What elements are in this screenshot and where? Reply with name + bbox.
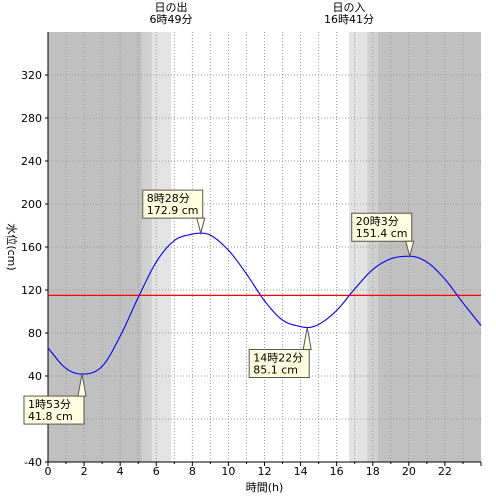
y-tick-label: 200 bbox=[21, 198, 42, 211]
y-tick-label: 240 bbox=[21, 155, 42, 168]
x-axis-label: 時間(h) bbox=[246, 481, 284, 494]
sunset-time: 16時41分 bbox=[324, 13, 374, 26]
sunrise-time: 6時49分 bbox=[149, 13, 192, 26]
annotation-time: 14時22分 bbox=[253, 352, 303, 365]
y-tick-label: -40 bbox=[24, 456, 42, 469]
x-tick-label: 16 bbox=[330, 465, 344, 478]
annotation-value: 151.4 cm bbox=[356, 227, 408, 240]
annotation-time: 8時28分 bbox=[147, 192, 190, 205]
sunset-label: 日の入 bbox=[332, 1, 365, 14]
annotation-value: 85.1 cm bbox=[253, 364, 298, 377]
daylight-band bbox=[170, 32, 349, 462]
y-axis-label: 水位(cm) bbox=[5, 223, 19, 270]
annotation-pointer bbox=[196, 217, 206, 236]
sunrise-label: 日の出 bbox=[154, 0, 187, 14]
annotation-box bbox=[23, 395, 85, 425]
tide-level-line bbox=[47, 232, 482, 375]
annotation-pointer bbox=[302, 327, 312, 351]
x-tick-label: 6 bbox=[153, 465, 160, 478]
x-tick-label: 4 bbox=[117, 465, 124, 478]
annotation-box bbox=[351, 212, 413, 242]
x-tick-label: 14 bbox=[294, 465, 308, 478]
x-tick-label: 12 bbox=[258, 465, 272, 478]
y-tick-label: 320 bbox=[21, 69, 42, 82]
y-tick-label: 40 bbox=[28, 370, 42, 383]
annotation-value: 172.9 cm bbox=[147, 204, 199, 217]
annotation-box bbox=[142, 189, 204, 219]
y-tick-label: 280 bbox=[21, 112, 42, 125]
annotation-pointer bbox=[77, 373, 87, 397]
annotation-time: 20時3分 bbox=[356, 215, 399, 228]
x-tick-label: 8 bbox=[189, 465, 196, 478]
x-tick-label: 22 bbox=[438, 465, 452, 478]
y-tick-label: 160 bbox=[21, 241, 42, 254]
annotation-pointer bbox=[405, 240, 415, 259]
annotation-box bbox=[248, 349, 310, 379]
y-tick-label: 80 bbox=[28, 327, 42, 340]
x-tick-label: 2 bbox=[81, 465, 88, 478]
annotation-value: 41.8 cm bbox=[28, 410, 73, 423]
x-tick-label: 20 bbox=[402, 465, 416, 478]
x-tick-label: 0 bbox=[45, 465, 52, 478]
y-tick-label: 120 bbox=[21, 284, 42, 297]
x-tick-label: 18 bbox=[366, 465, 380, 478]
x-tick-label: 10 bbox=[221, 465, 235, 478]
annotation-time: 1時53分 bbox=[28, 398, 71, 411]
